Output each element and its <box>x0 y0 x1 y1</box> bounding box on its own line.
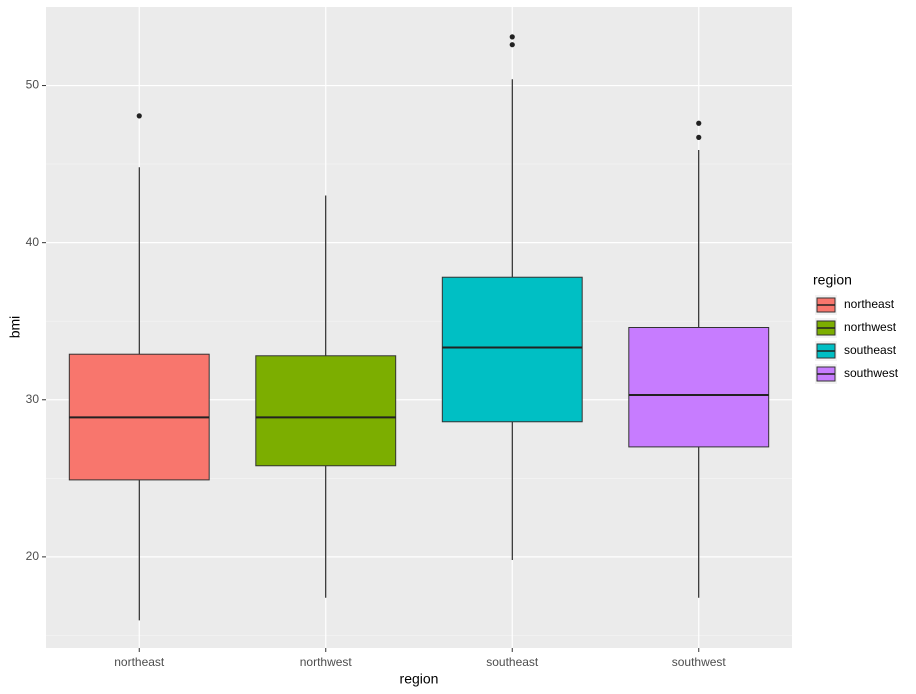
x-tick-label: southeast <box>486 655 539 669</box>
outlier <box>696 120 702 126</box>
legend-label: northeast <box>844 297 895 311</box>
legend-label: northwest <box>844 320 897 334</box>
outlier <box>696 134 702 140</box>
y-tick-label: 30 <box>26 392 40 406</box>
y-tick-label: 50 <box>26 78 40 92</box>
legend-title: region <box>813 272 852 288</box>
x-tick-label: northeast <box>114 655 165 669</box>
legend-label: southwest <box>844 366 899 380</box>
x-tick-label: northwest <box>300 655 353 669</box>
outlier <box>509 42 515 48</box>
outlier <box>509 34 515 40</box>
box <box>628 327 770 448</box>
y-tick-label: 20 <box>26 549 40 563</box>
y-tick-label: 40 <box>26 235 40 249</box>
x-axis-title: region <box>400 671 439 687</box>
x-tick-label: southwest <box>672 655 727 669</box>
box <box>255 355 397 467</box>
box <box>441 276 583 423</box>
outlier <box>136 113 142 119</box>
legend-label: southeast <box>844 343 897 357</box>
y-axis-title: bmi <box>7 316 23 339</box>
